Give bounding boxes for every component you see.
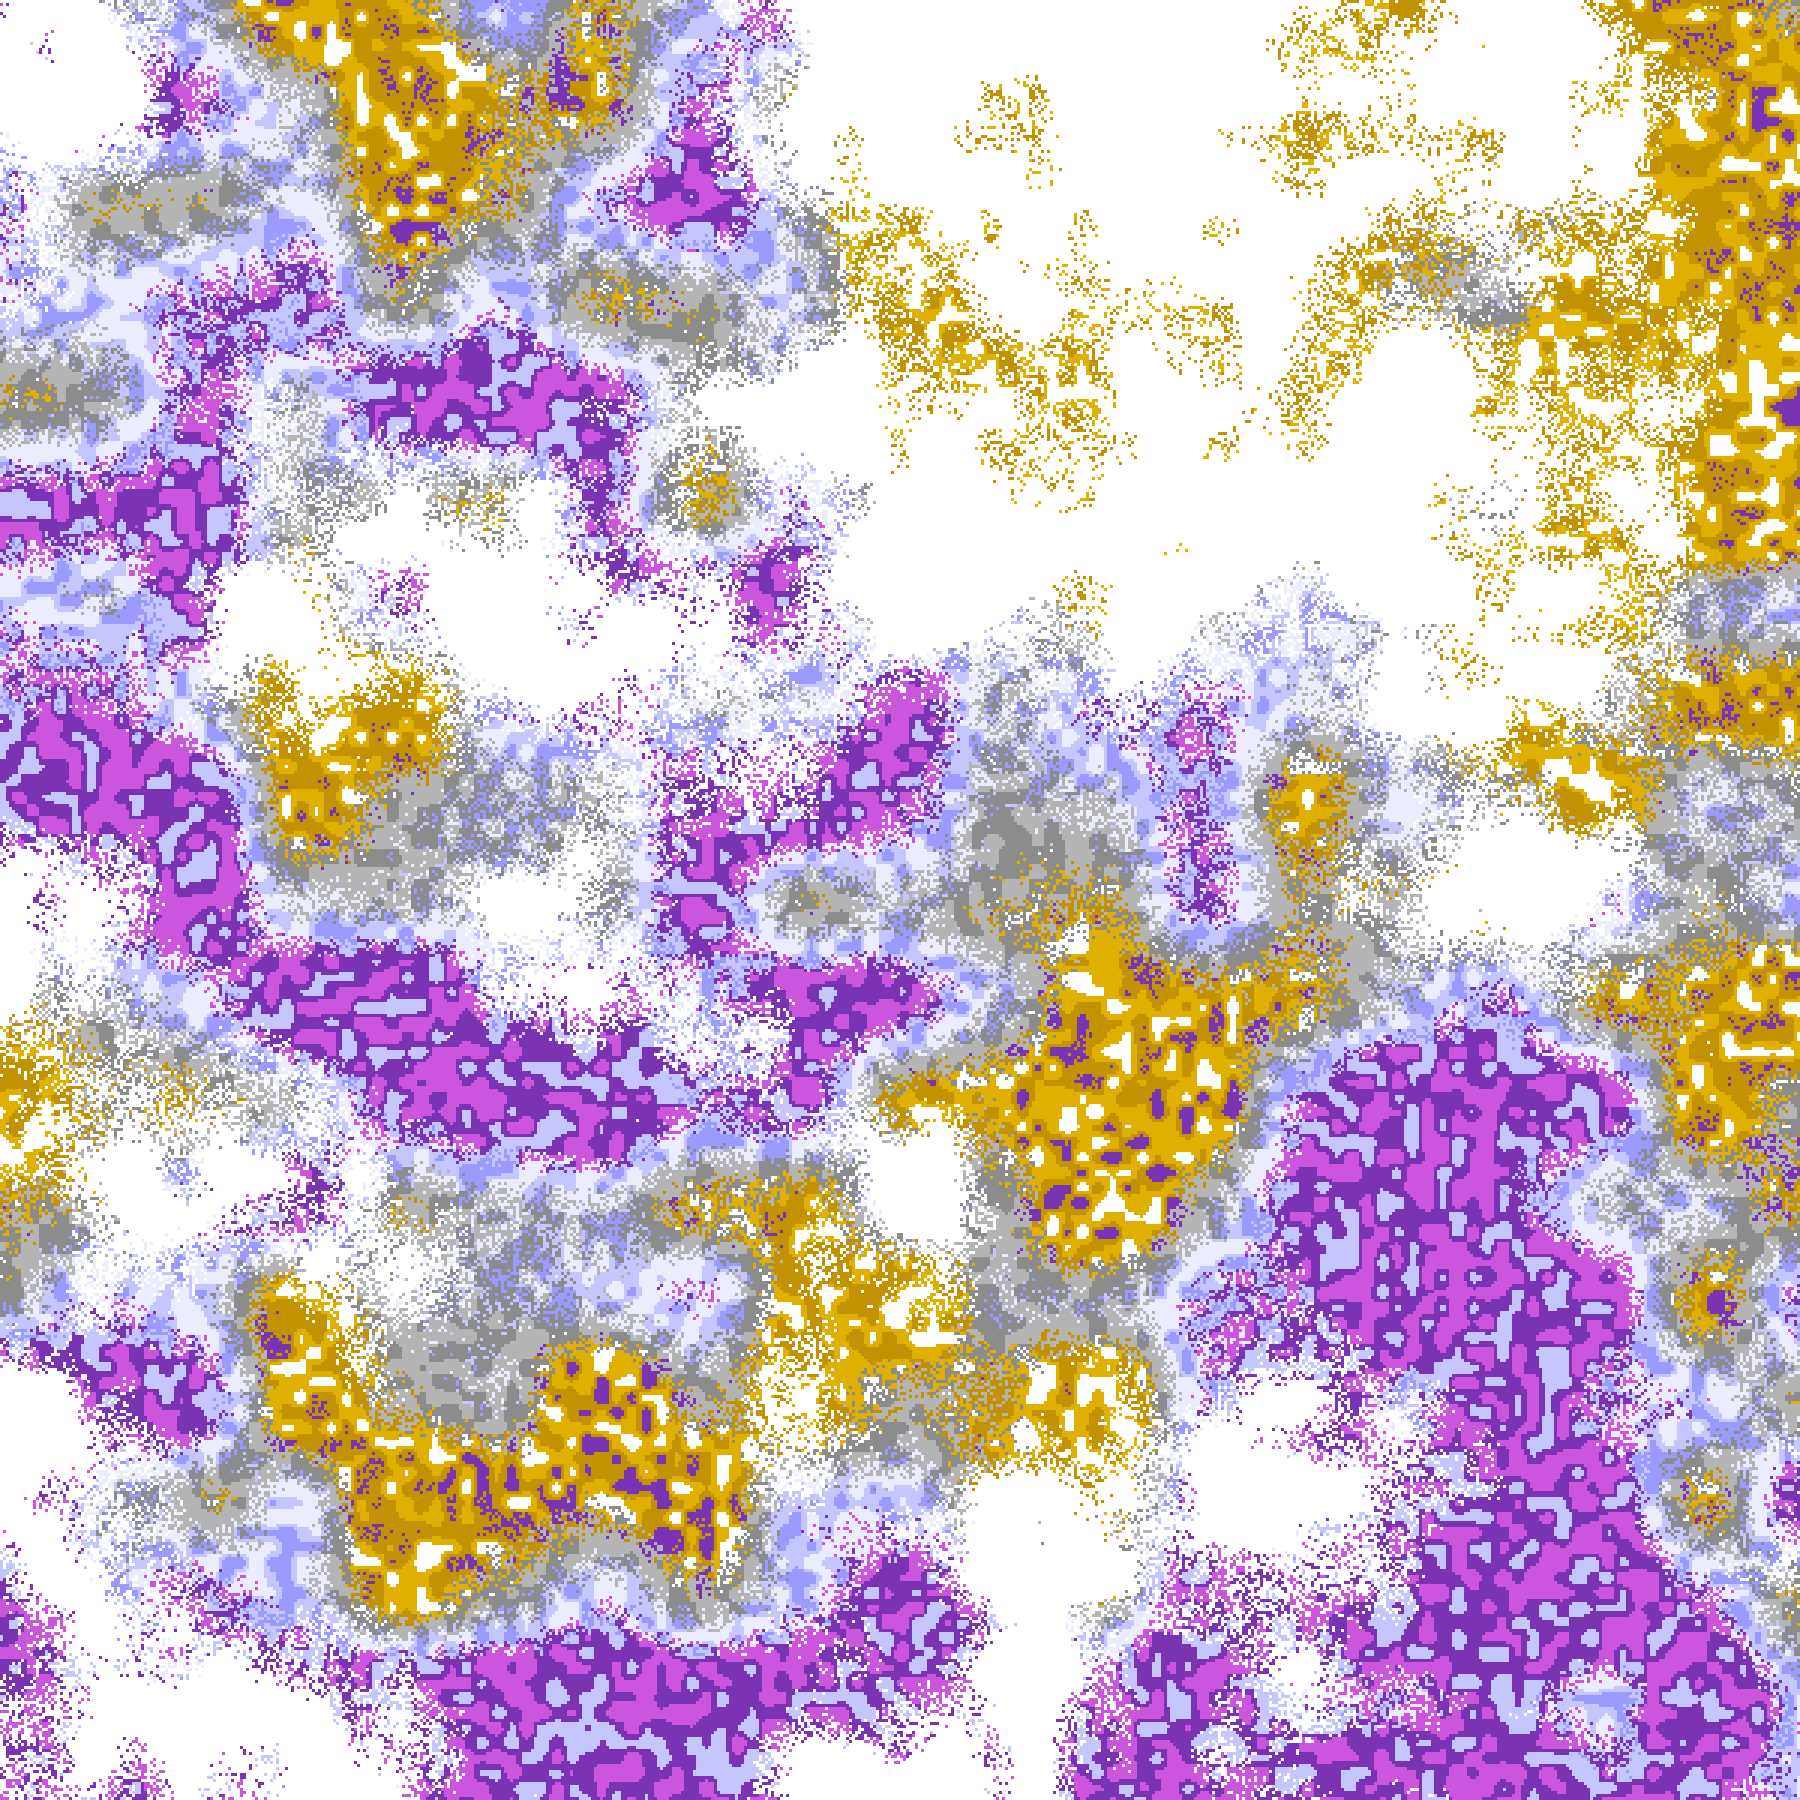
satellite-cloud-classification-map xyxy=(0,0,1800,1800)
